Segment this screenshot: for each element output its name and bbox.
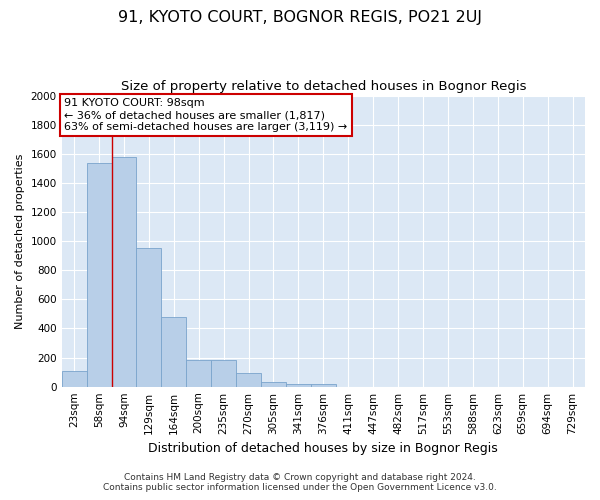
Bar	[236, 373, 261, 386]
Bar	[186, 360, 211, 386]
Bar	[286, 384, 311, 386]
Bar	[311, 384, 336, 386]
Bar	[86, 162, 112, 386]
Text: 91 KYOTO COURT: 98sqm
← 36% of detached houses are smaller (1,817)
63% of semi-d: 91 KYOTO COURT: 98sqm ← 36% of detached …	[64, 98, 347, 132]
Bar	[211, 360, 236, 386]
Bar	[261, 382, 286, 386]
Bar	[62, 370, 86, 386]
Y-axis label: Number of detached properties: Number of detached properties	[15, 154, 25, 329]
Bar	[161, 317, 186, 386]
Text: Contains HM Land Registry data © Crown copyright and database right 2024.
Contai: Contains HM Land Registry data © Crown c…	[103, 473, 497, 492]
X-axis label: Distribution of detached houses by size in Bognor Regis: Distribution of detached houses by size …	[148, 442, 498, 455]
Bar	[136, 248, 161, 386]
Bar	[112, 156, 136, 386]
Text: 91, KYOTO COURT, BOGNOR REGIS, PO21 2UJ: 91, KYOTO COURT, BOGNOR REGIS, PO21 2UJ	[118, 10, 482, 25]
Title: Size of property relative to detached houses in Bognor Regis: Size of property relative to detached ho…	[121, 80, 526, 93]
